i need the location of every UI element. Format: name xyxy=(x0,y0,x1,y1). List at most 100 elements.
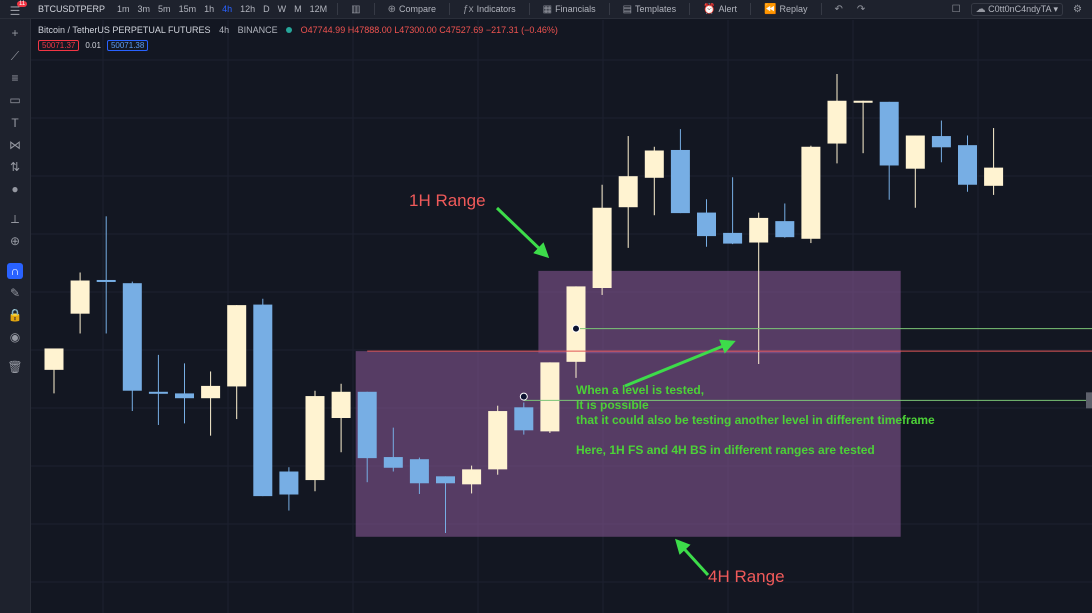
candle-body xyxy=(723,232,743,244)
bid-price[interactable]: 50071.37 xyxy=(38,40,80,51)
redo-icon: ↷ xyxy=(856,3,866,15)
indicators-label: Indicators xyxy=(476,4,516,14)
candle xyxy=(853,100,873,154)
chart-type-button[interactable]: ▥ xyxy=(344,4,367,15)
note-line: Here, 1H FS and 4H BS in different range… xyxy=(576,443,875,457)
templates-button[interactable]: ▤ Templates xyxy=(616,3,683,15)
notification-badge: 11 xyxy=(17,1,28,7)
lock-icon[interactable]: 🔒 xyxy=(7,308,23,322)
note-line xyxy=(576,428,935,443)
candle-body xyxy=(462,469,482,485)
timeframe-3m[interactable]: 3m xyxy=(137,4,151,14)
candle-body xyxy=(383,457,403,468)
level-marker xyxy=(572,324,580,333)
compare-button[interactable]: ⊕ Compare xyxy=(381,3,443,15)
settings-icon[interactable]: ⚙ xyxy=(1073,3,1082,15)
replay-button[interactable]: ⏪ Replay xyxy=(757,3,814,15)
candle xyxy=(201,371,221,436)
candle-body xyxy=(96,279,116,282)
timeframe-12h[interactable]: 12h xyxy=(240,4,256,14)
candle-body xyxy=(801,146,821,239)
trendline-icon[interactable]: ⟋ xyxy=(10,48,20,63)
price-scale-handle xyxy=(1086,392,1092,409)
candle xyxy=(96,216,116,334)
compare-icon: ⊕ xyxy=(387,3,396,15)
candle xyxy=(514,402,534,435)
user-menu[interactable]: ☁ C0tt0nC4ndyTA ▾ xyxy=(970,2,1064,16)
level-marker xyxy=(519,392,528,401)
brush-icon[interactable]: ● xyxy=(11,182,19,196)
timeframe-4h[interactable]: 4h xyxy=(222,4,233,14)
undo-button[interactable]: ↶ xyxy=(828,4,850,15)
prediction-icon[interactable]: ⇅ xyxy=(9,160,21,174)
candle xyxy=(148,354,168,425)
timeframe-5m[interactable]: 5m xyxy=(158,4,171,14)
candle xyxy=(44,348,64,394)
candle-body xyxy=(958,145,977,185)
bid-ask: 50071.37 0.01 50071.38 xyxy=(38,40,149,51)
range-1h-label: 1H Range xyxy=(409,191,486,210)
candle xyxy=(931,120,951,163)
text-icon[interactable]: T xyxy=(11,116,19,130)
timeframe-M[interactable]: M xyxy=(294,4,302,14)
financials-button[interactable]: ▦ Financials xyxy=(536,3,603,15)
candle xyxy=(227,305,247,420)
symbol-search[interactable]: BTCUSDTPERP xyxy=(38,4,106,14)
financials-icon: ▦ xyxy=(542,3,553,15)
stay-drawing-icon[interactable]: ✎ xyxy=(9,286,21,300)
candle xyxy=(436,476,455,534)
timeframe-12M[interactable]: 12M xyxy=(309,4,328,14)
timeframe-list: 1m 3m 5m 15m 1h 4h 12h D W M 12M xyxy=(113,4,331,14)
compare-label: Compare xyxy=(399,4,437,14)
ruler-icon[interactable]: ⟂ xyxy=(10,211,19,226)
candle xyxy=(253,298,273,497)
candle xyxy=(879,101,899,200)
layout-icon[interactable]: ☐ xyxy=(951,3,961,15)
candle-body xyxy=(540,362,560,432)
ask-price[interactable]: 50071.38 xyxy=(106,40,149,51)
annotation-arrows xyxy=(495,206,736,577)
candle xyxy=(644,146,664,216)
redo-button[interactable]: ↷ xyxy=(850,4,872,15)
indicators-icon: ƒx xyxy=(463,3,474,15)
magnet-icon[interactable]: ∩ xyxy=(7,263,23,279)
timeframe-15m[interactable]: 15m xyxy=(178,4,197,14)
top-toolbar: BTCUSDTPERP 1m 3m 5m 15m 1h 4h 12h D W M 12M ▥ ⊕ Co… xyxy=(0,0,1092,19)
candle-body xyxy=(201,385,221,399)
note-line: that it could also be testing another le… xyxy=(576,413,935,427)
menu-icon[interactable]: ☰ xyxy=(9,4,21,18)
legend-title: Bitcoin / TetherUS PERPETUAL FUTURES xyxy=(38,25,211,35)
candle-body xyxy=(488,411,508,470)
candle xyxy=(827,74,847,164)
timeframe-1m[interactable]: 1m xyxy=(117,4,130,14)
fib-icon[interactable]: ≡ xyxy=(11,71,19,85)
candle-body xyxy=(670,149,690,214)
crosshair-icon[interactable]: + xyxy=(11,26,19,40)
candle xyxy=(357,391,377,483)
candle xyxy=(540,362,560,433)
toolbar-right: ☐ ☁ C0tt0nC4ndyTA ▾ ⚙ xyxy=(952,0,1082,18)
alert-button[interactable]: ⏰ Alert xyxy=(696,3,744,15)
eye-icon[interactable]: ◉ xyxy=(9,330,21,344)
indicators-button[interactable]: ƒx Indicators xyxy=(456,3,523,15)
rectangle-icon[interactable]: ▭ xyxy=(9,93,21,107)
candle xyxy=(122,281,142,412)
candle xyxy=(670,129,690,214)
trash-icon[interactable]: 🗑 xyxy=(7,360,23,374)
candle-body xyxy=(253,304,273,497)
candle-body xyxy=(44,348,64,370)
timeframe-1h[interactable]: 1h xyxy=(204,4,215,14)
arrow-1h xyxy=(495,206,550,259)
alert-icon: ⏰ xyxy=(703,3,716,15)
candle-body xyxy=(618,176,638,208)
pattern-icon[interactable]: ⋈ xyxy=(9,138,21,152)
zoom-icon[interactable]: ⊕ xyxy=(9,234,21,248)
timeframe-W[interactable]: W xyxy=(277,4,287,14)
range-zone xyxy=(355,351,901,537)
candle-body xyxy=(148,391,168,394)
candle-body xyxy=(775,221,795,238)
candle-body xyxy=(644,150,664,178)
timeframe-D[interactable]: D xyxy=(263,4,270,14)
arrow-level xyxy=(624,339,736,388)
